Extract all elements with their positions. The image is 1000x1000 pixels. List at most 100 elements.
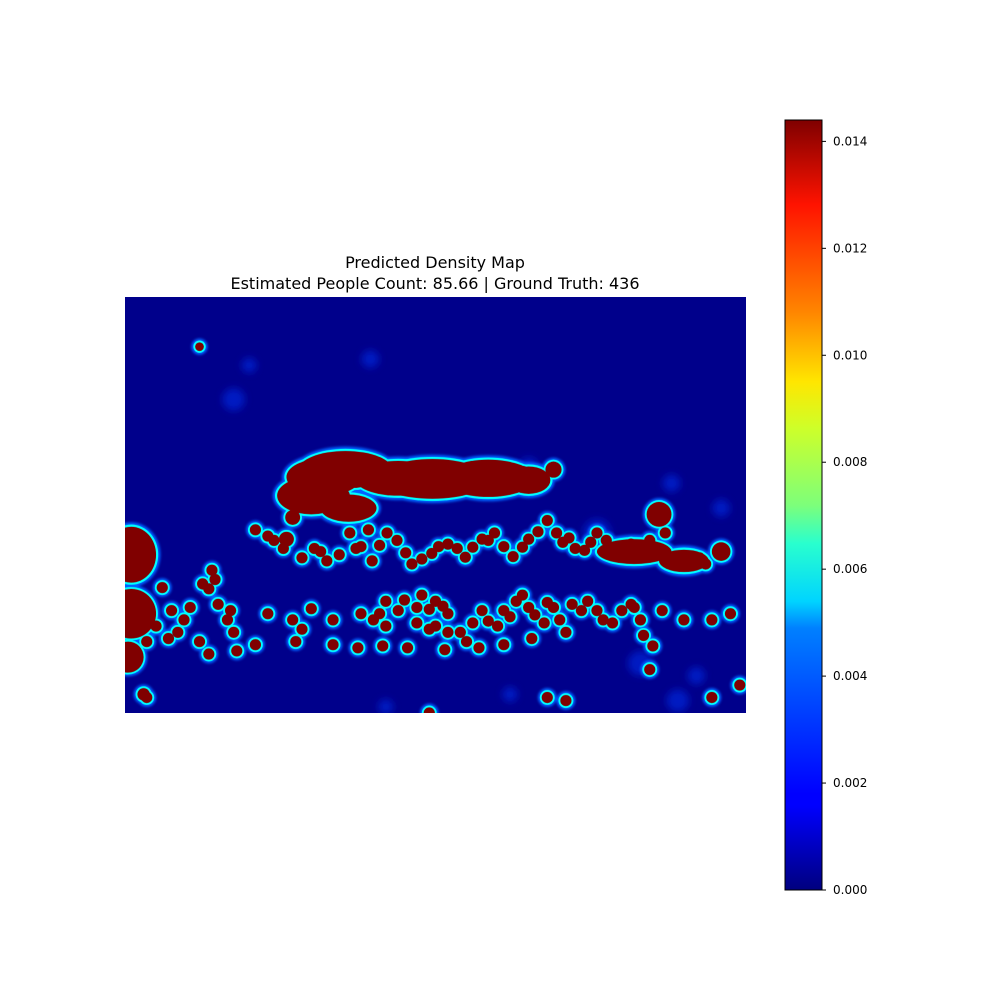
- density-blob-131: [628, 601, 640, 614]
- density-blob-149: [184, 601, 196, 614]
- colorbar-tick-label-0: 0.000: [833, 883, 867, 897]
- density-blob-34: [426, 547, 438, 560]
- density-blob-76: [224, 604, 237, 617]
- density-blob-135: [724, 608, 737, 620]
- density-blob-122: [582, 595, 594, 607]
- density-blob-30: [391, 534, 403, 546]
- density-blob-75: [209, 573, 221, 586]
- density-blob-52: [569, 542, 581, 555]
- density-blob-83: [296, 623, 308, 635]
- density-blob-79: [228, 626, 240, 638]
- density-blob-58: [616, 542, 628, 555]
- density-blob-8: [464, 460, 482, 479]
- colorbar-tick-label-4: 0.008: [833, 455, 867, 469]
- density-blob-68: [165, 604, 178, 617]
- density-blob-139: [439, 644, 451, 656]
- density-blob-12: [334, 488, 350, 504]
- density-blob-129: [637, 629, 650, 641]
- colorbar-tick-label-3: 0.006: [833, 562, 867, 576]
- density-blob-35: [433, 541, 445, 553]
- density-blob-24: [344, 527, 356, 539]
- density-blob-45: [516, 541, 529, 553]
- chart-title: Predicted Density Map: [345, 253, 525, 272]
- density-glow-0: [361, 350, 379, 368]
- density-blob-136: [526, 632, 538, 645]
- density-blob-140: [401, 642, 414, 654]
- density-glow-6: [687, 667, 706, 685]
- density-blob-51: [563, 532, 575, 544]
- density-blob-78: [221, 614, 234, 626]
- density-blob-110: [504, 611, 516, 623]
- density-blob-92: [398, 594, 411, 606]
- density-blob-128: [634, 614, 647, 626]
- density-blob-4: [125, 616, 138, 636]
- density-blob-144: [290, 636, 302, 648]
- density-blob-95: [423, 603, 435, 615]
- density-blob-9: [514, 465, 531, 483]
- density-blob-70: [141, 636, 153, 648]
- density-blob-123: [591, 604, 603, 617]
- dense-cluster-7: [320, 494, 377, 522]
- density-blob-77: [212, 598, 224, 610]
- density-blob-62: [659, 527, 671, 539]
- density-blob-84: [305, 603, 317, 615]
- density-blob-17: [268, 534, 280, 546]
- density-blob-151: [141, 691, 153, 704]
- density-blob-26: [362, 524, 375, 536]
- density-blob-107: [482, 615, 494, 627]
- density-glow-9: [241, 357, 257, 373]
- density-blob-118: [554, 614, 566, 626]
- colorbar-gradient: [784, 119, 823, 891]
- density-blob-82: [287, 614, 299, 626]
- density-blob-61: [644, 534, 656, 546]
- density-blob-90: [380, 620, 392, 632]
- density-blob-56: [600, 534, 612, 546]
- density-blob-157: [423, 707, 435, 713]
- density-blob-73: [203, 583, 215, 595]
- density-glow-1: [222, 388, 245, 411]
- density-blob-10: [545, 461, 562, 478]
- chart-subtitle: Estimated People Count: 85.66 | Ground T…: [230, 274, 639, 293]
- density-blob-98: [442, 608, 454, 620]
- density-blob-124: [597, 614, 609, 626]
- density-blob-126: [616, 604, 628, 617]
- density-blob-125: [606, 617, 619, 629]
- density-blob-3: [125, 641, 144, 673]
- density-blob-38: [459, 551, 471, 563]
- density-blob-37: [451, 542, 463, 555]
- density-blob-120: [566, 598, 578, 610]
- density-blob-33: [416, 553, 428, 565]
- density-blob-63: [672, 552, 684, 564]
- density-blob-121: [575, 604, 588, 617]
- density-blob-27: [366, 555, 378, 567]
- density-blob-143: [327, 639, 339, 651]
- density-blob-42: [488, 527, 501, 539]
- density-blob-6: [711, 542, 731, 561]
- density-map: [125, 297, 746, 713]
- density-blob-89: [380, 595, 392, 607]
- density-blob-59: [625, 538, 637, 550]
- density-blob-137: [498, 639, 510, 651]
- density-blob-142: [352, 642, 364, 654]
- density-blob-106: [476, 604, 488, 617]
- density-blob-156: [734, 679, 746, 691]
- density-blob-46: [523, 533, 535, 545]
- density-blob-81: [262, 608, 274, 620]
- density-blob-114: [529, 609, 541, 621]
- density-blob-53: [578, 544, 591, 556]
- density-blob-86: [355, 608, 367, 620]
- density-blob-19: [296, 552, 308, 564]
- density-blob-43: [498, 541, 510, 553]
- density-blob-85: [327, 614, 339, 626]
- density-blob-18: [277, 542, 289, 555]
- density-blob-108: [492, 620, 504, 632]
- density-blob-93: [411, 601, 423, 614]
- density-blob-138: [473, 642, 485, 654]
- density-blob-112: [516, 589, 529, 601]
- density-blob-67: [156, 581, 168, 594]
- colorbar: 0.000 0.002 0.004 0.006 0.008 0.010 0.012 0.014: [784, 119, 867, 897]
- density-blob-29: [381, 527, 393, 539]
- density-blob-150: [172, 626, 184, 638]
- density-blob-119: [560, 626, 572, 638]
- colorbar-tick-label-2: 0.004: [833, 669, 867, 683]
